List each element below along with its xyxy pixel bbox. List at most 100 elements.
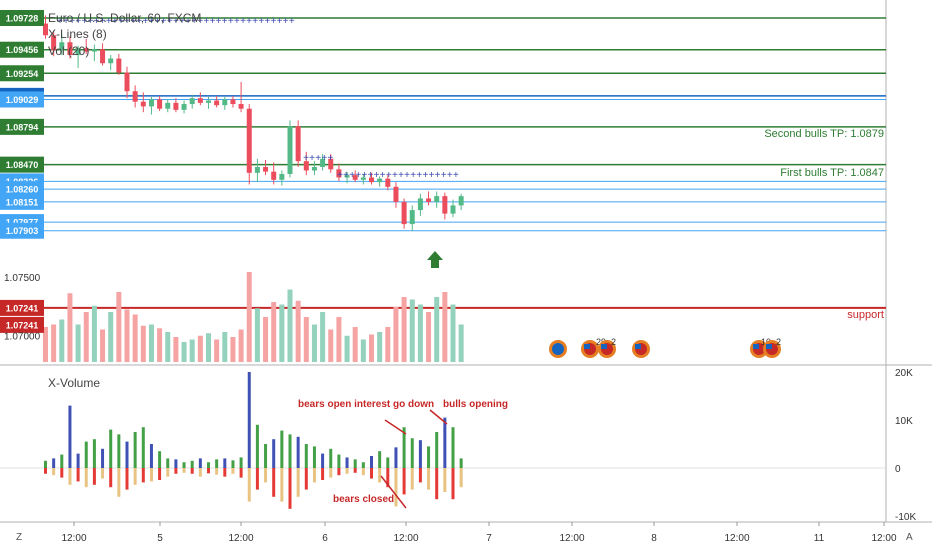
xvolume-negative-bar xyxy=(410,468,414,490)
time-axis[interactable]: 12:00 5 12:00 6 12:00 7 12:00 8 12:00 11 12:00 xyxy=(61,522,897,544)
xvolume-negative-bar xyxy=(207,468,210,474)
xvolume-negative-bar xyxy=(190,468,194,474)
candle-body xyxy=(157,99,163,109)
xline-cross-marker: + xyxy=(309,153,315,164)
time-axis-label: 7 xyxy=(486,533,492,544)
xline-cross-marker: + xyxy=(155,16,161,27)
study-xlines-label[interactable]: X-Lines (8) xyxy=(48,27,107,41)
volume-bar xyxy=(238,329,244,362)
xline-cross-marker: + xyxy=(447,170,453,181)
xline-cross-marker: + xyxy=(112,16,118,27)
xvolume-negative-bar xyxy=(264,468,268,483)
xvolume-negative-bar xyxy=(174,468,178,474)
annotation-trend-line[interactable] xyxy=(384,419,407,435)
volume-bar xyxy=(458,324,464,362)
xvolume-positive-bar xyxy=(158,451,162,468)
xvolume-negative-bar xyxy=(337,468,341,476)
symbol-title[interactable]: Euro / U.S. Dollar, 60, FXCM xyxy=(48,11,201,25)
xvolume-positive-bar xyxy=(215,459,219,468)
xline-cross-marker: + xyxy=(361,170,367,181)
xline-cross-marker: + xyxy=(435,170,441,181)
xline-cross-marker: + xyxy=(321,153,327,164)
xline-cross-marker: + xyxy=(216,16,222,27)
candle-body xyxy=(108,58,114,64)
xline-cross-marker: + xyxy=(167,16,173,27)
xvolume-title[interactable]: X-Volume xyxy=(48,376,100,390)
volume-bar xyxy=(377,332,383,362)
annotation-trend-line[interactable] xyxy=(380,475,407,509)
volume-bar xyxy=(157,328,163,362)
xvolume-positive-bar xyxy=(337,454,341,468)
candle-body xyxy=(442,196,448,214)
xline-cross-marker: + xyxy=(315,153,321,164)
volume-bar xyxy=(181,342,187,362)
xvolume-negative-bar xyxy=(231,468,235,474)
volume-bar xyxy=(230,337,236,362)
xvolume-positive-bar xyxy=(101,448,105,468)
xvolume-axis-label: 0 xyxy=(895,464,901,475)
xvolume-positive-bar xyxy=(60,454,64,468)
price-scale-labels: 1.097281.094561.092541.090601.090291.087… xyxy=(0,10,44,343)
right-price-scale-area[interactable] xyxy=(886,0,932,522)
xvolume-positive-bar xyxy=(68,405,72,468)
event-flag-icon[interactable] xyxy=(552,343,564,355)
candle-body xyxy=(458,196,464,206)
corner-left-label[interactable]: Z xyxy=(16,532,22,543)
xvolume-positive-bar xyxy=(386,457,390,468)
volume-bar xyxy=(67,293,73,362)
xvolume-positive-bar xyxy=(394,447,398,468)
xvolume-negative-bar xyxy=(149,468,153,482)
price-label-text: 1.08151 xyxy=(6,197,39,207)
volume-bar xyxy=(434,297,440,362)
xvolume-axis: 20K 10K 0 -10K xyxy=(895,368,916,523)
xline-cross-marker: + xyxy=(142,16,148,27)
xvolume-positive-bar xyxy=(174,459,178,468)
xvolume-negative-bar xyxy=(402,468,406,495)
volume-bar xyxy=(450,304,456,362)
candle-body xyxy=(295,126,301,162)
xline-cross-marker: + xyxy=(271,16,277,27)
volume-bar xyxy=(401,297,407,362)
xvolume-negative-bar xyxy=(141,468,145,483)
volume-bar xyxy=(197,335,203,362)
xline-cross-marker: + xyxy=(222,16,228,27)
corner-right-label[interactable]: A xyxy=(906,532,913,543)
support-label: support xyxy=(847,309,884,321)
volume-bar xyxy=(336,317,342,362)
volume-bar xyxy=(393,307,399,362)
xvolume-negative-bar xyxy=(215,468,219,475)
study-vol-label[interactable]: Vol (20) xyxy=(48,44,89,58)
xline-cross-marker: + xyxy=(191,16,197,27)
xline-cross-marker: + xyxy=(69,16,75,27)
volume-bar xyxy=(43,327,48,362)
candle-body xyxy=(369,177,374,183)
xvolume-positive-bar xyxy=(231,460,235,468)
xvolume-negative-bar xyxy=(125,468,129,490)
economic-events: 29 2 10 2 xyxy=(549,337,781,358)
candle-body xyxy=(263,166,269,172)
xvolume-negative-bar xyxy=(198,468,202,477)
candle-body xyxy=(377,178,383,183)
xvolume-axis-label: 10K xyxy=(895,416,913,427)
xvolume-positive-bar xyxy=(280,430,284,468)
candle-body xyxy=(344,175,350,178)
candle-body xyxy=(393,186,399,202)
event-flag-icon xyxy=(601,344,607,349)
xvolume-negative-bar xyxy=(386,468,390,488)
annotation-trend-line[interactable] xyxy=(429,409,448,425)
xline-cross-marker: + xyxy=(264,16,270,27)
volume-bar xyxy=(75,324,81,362)
xvolume-positive-bar xyxy=(370,456,373,468)
xline-cross-marker: + xyxy=(124,16,130,27)
candle-body xyxy=(59,42,65,51)
xvolume-negative-bar xyxy=(166,468,170,477)
candle-body xyxy=(116,58,122,73)
volume-bar xyxy=(279,304,285,362)
xvolume-negative-bar xyxy=(418,468,422,483)
candle-body xyxy=(43,23,48,36)
price-label-badge xyxy=(0,193,44,210)
xline-cross-marker: + xyxy=(453,170,459,181)
xvolume-positive-bar xyxy=(223,458,227,468)
xvolume-negative-bar xyxy=(451,468,455,500)
